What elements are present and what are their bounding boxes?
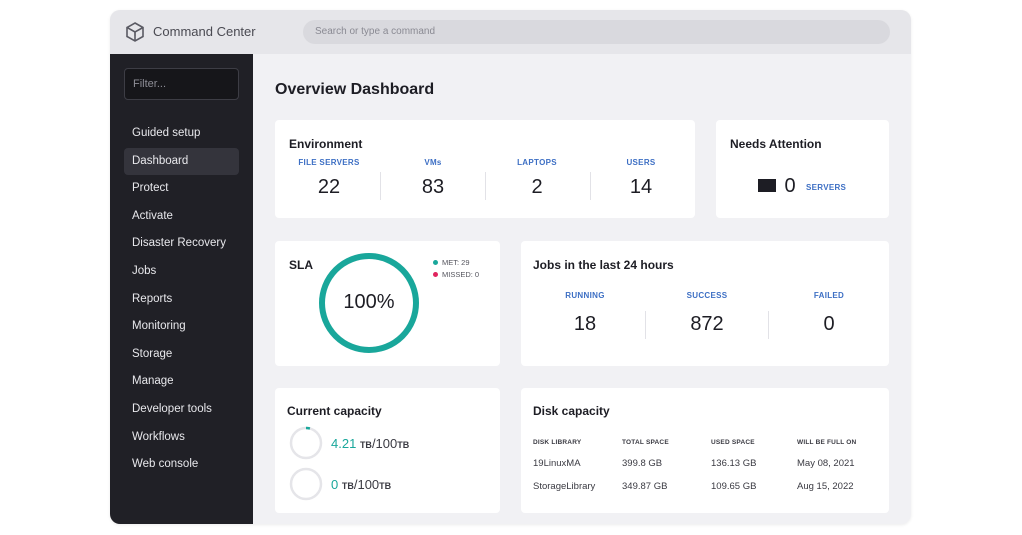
command-search-input[interactable]: Search or type a command <box>303 20 890 44</box>
missed-dot-icon <box>433 272 438 277</box>
table-header-full-on: WILL BE FULL ON <box>797 439 857 446</box>
table-cell-full-on: May 08, 2021 <box>797 458 855 469</box>
divider <box>645 311 646 339</box>
environment-title: Environment <box>289 137 363 151</box>
current-capacity-card: Current capacity 4.21 TB/100TB 0 <box>275 388 500 513</box>
filter-placeholder: Filter... <box>133 78 167 90</box>
capacity-total-unit: TB <box>379 480 392 491</box>
jobs-value-running[interactable]: 18 <box>573 313 597 335</box>
sidebar: Filter... Guided setup Dashboard Protect Ac… <box>110 54 253 524</box>
capacity-row: 0 TB/100TB <box>289 467 391 501</box>
divider <box>485 172 486 200</box>
env-stat-value-file-servers[interactable]: 22 <box>317 176 341 198</box>
table-cell-used: 109.65 GB <box>711 481 757 492</box>
capacity-total: /100 <box>353 476 380 492</box>
env-stat-value-vms[interactable]: 83 <box>421 176 445 198</box>
capacity-ring-icon <box>289 426 323 460</box>
capacity-value: 4.21 TB/100TB <box>331 436 409 451</box>
sidebar-nav: Guided setup Dashboard Protect Activate Disa… <box>124 120 239 479</box>
main-content: Overview Dashboard Environment FILE SERV… <box>253 54 911 524</box>
sidebar-item-activate[interactable]: Activate <box>132 209 173 222</box>
sidebar-item-guided-setup[interactable]: Guided setup <box>132 127 201 139</box>
disk-capacity-card: Disk capacity DISK LIBRARY TOTAL SPACE U… <box>521 388 889 513</box>
table-cell-full-on: Aug 15, 2022 <box>797 481 854 492</box>
environment-card: Environment FILE SERVERS 22 VMs 83 LAPTO… <box>275 120 695 218</box>
needs-attention-value[interactable]: 0 <box>784 175 796 197</box>
disk-capacity-title: Disk capacity <box>533 404 610 418</box>
app-window: Command Center Search or type a command … <box>110 10 911 524</box>
sidebar-item-monitoring[interactable]: Monitoring <box>132 320 186 333</box>
page-title: Overview Dashboard <box>275 81 435 98</box>
current-capacity-title: Current capacity <box>287 404 382 418</box>
jobs-card: Jobs in the last 24 hours RUNNING 18 SUC… <box>521 241 889 366</box>
capacity-total-unit: TB <box>397 439 410 450</box>
capacity-used: 4.21 <box>331 435 357 451</box>
capacity-used: 0 <box>331 476 339 492</box>
table-header-used-space: USED SPACE <box>711 439 755 446</box>
cube-logo-icon <box>126 22 144 42</box>
sla-legend-met: MET: 29 <box>433 258 470 267</box>
env-stat-value-users[interactable]: 14 <box>629 176 653 198</box>
filter-input[interactable]: Filter... <box>124 68 239 100</box>
divider <box>380 172 381 200</box>
sla-legend-missed: MISSED: 0 <box>433 270 479 279</box>
jobs-label-running: RUNNING <box>565 291 605 300</box>
sla-percent: 100% <box>343 291 395 313</box>
env-stat-label-laptops: LAPTOPS <box>517 158 557 167</box>
sla-title: SLA <box>289 258 313 272</box>
env-stat-label-users: USERS <box>626 158 656 167</box>
capacity-ring-icon <box>289 467 323 501</box>
capacity-used-unit: TB <box>359 439 372 450</box>
title-bar: Command Center Search or type a command <box>110 10 911 54</box>
needs-attention-title: Needs Attention <box>730 137 822 151</box>
table-cell-library[interactable]: StorageLibrary <box>533 481 596 492</box>
capacity-value: 0 TB/100TB <box>331 477 391 492</box>
sidebar-item-disaster-recovery[interactable]: Disaster Recovery <box>132 237 226 250</box>
env-stat-value-laptops[interactable]: 2 <box>531 176 543 198</box>
sidebar-item-web-console[interactable]: Web console <box>132 458 199 471</box>
table-header-disk-library: DISK LIBRARY <box>533 439 582 446</box>
app-title: Command Center <box>153 24 256 39</box>
divider <box>590 172 591 200</box>
sla-ring-chart[interactable] <box>316 250 422 356</box>
sla-missed-label: MISSED: 0 <box>442 270 480 279</box>
capacity-used-unit: TB <box>341 480 354 491</box>
env-stat-label-file-servers: FILE SERVERS <box>298 158 360 167</box>
jobs-label-success: SUCCESS <box>686 291 728 300</box>
sidebar-item-dashboard[interactable]: Dashboard <box>124 147 239 176</box>
table-header-total-space: TOTAL SPACE <box>622 439 669 446</box>
table-cell-library[interactable]: 19LinuxMA <box>533 458 581 469</box>
sidebar-item-reports[interactable]: Reports <box>132 292 173 305</box>
jobs-title: Jobs in the last 24 hours <box>533 258 674 272</box>
sidebar-item-manage[interactable]: Manage <box>132 375 174 388</box>
sidebar-item-developer-tools[interactable]: Developer tools <box>132 402 212 415</box>
jobs-value-failed[interactable]: 0 <box>823 313 835 335</box>
jobs-value-success[interactable]: 872 <box>690 313 724 335</box>
sla-met-label: MET: 29 <box>442 258 470 267</box>
needs-attention-card: Needs Attention 0 SERVERS <box>716 120 889 218</box>
needs-attention-unit[interactable]: SERVERS <box>806 183 847 192</box>
capacity-row: 4.21 TB/100TB <box>289 426 409 460</box>
table-cell-total: 399.8 GB <box>622 458 663 469</box>
sidebar-item-jobs[interactable]: Jobs <box>132 264 157 277</box>
table-cell-used: 136.13 GB <box>711 458 757 469</box>
jobs-label-failed: FAILED <box>813 291 845 300</box>
sidebar-item-storage[interactable]: Storage <box>132 347 173 360</box>
server-icon <box>758 179 776 192</box>
sidebar-item-protect[interactable]: Protect <box>132 182 169 195</box>
table-cell-total: 349.87 GB <box>622 481 668 492</box>
sla-ring-fill <box>319 253 419 353</box>
env-stat-label-vms: VMs <box>424 158 442 167</box>
search-placeholder: Search or type a command <box>315 26 436 37</box>
capacity-total: /100 <box>371 435 398 451</box>
sla-card: SLA 100% MET: 29 MISSED: 0 <box>275 241 500 366</box>
met-dot-icon <box>433 260 438 265</box>
sidebar-item-workflows[interactable]: Workflows <box>132 430 185 443</box>
divider <box>768 311 769 339</box>
